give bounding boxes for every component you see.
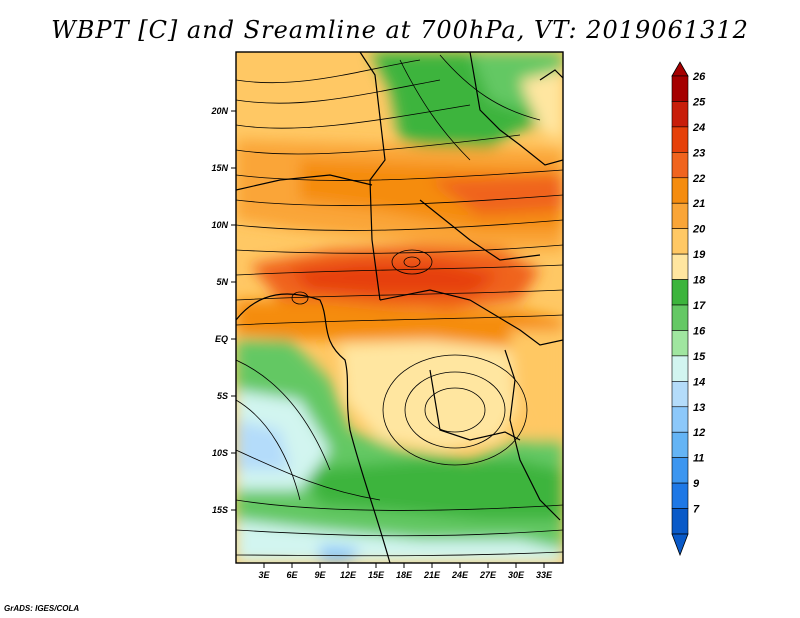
lat-label: 15S	[212, 505, 228, 515]
colorbar-label: 16	[693, 325, 706, 337]
colorbar-cell	[671, 177, 689, 204]
colorbar-label: 7	[693, 504, 700, 516]
lat-label: 10S	[212, 448, 228, 458]
colorbar-cell	[671, 330, 689, 357]
lat-label: 5S	[217, 391, 228, 401]
colorbar-cell	[671, 152, 689, 179]
colorbar-label: 17	[693, 300, 706, 312]
colorbar: 26 25 24 23 22 21 20 19 18 17 16 15 14 13 12 11 9 7	[671, 61, 706, 557]
lon-label: 6E	[286, 570, 298, 580]
colorbar-bottom-arrow	[671, 533, 689, 557]
lon-label: 9E	[314, 570, 326, 580]
lon-label: 24E	[451, 570, 469, 580]
colorbar-label: 22	[692, 173, 705, 185]
colorbar-label: 12	[693, 427, 705, 439]
colorbar-label: 25	[692, 96, 706, 108]
colorbar-label: 18	[693, 275, 706, 287]
colorbar-label: 11	[693, 453, 704, 465]
colorbar-cell	[671, 126, 689, 153]
colorbar-label: 19	[693, 249, 706, 261]
colorbar-top-arrow	[671, 61, 689, 77]
colorbar-label: 21	[692, 198, 705, 210]
lon-label: 3E	[258, 570, 270, 580]
streamlines	[236, 54, 563, 557]
colorbar-label: 15	[693, 351, 706, 363]
colorbar-label: 13	[693, 402, 705, 414]
lon-label: 12E	[340, 570, 357, 580]
colorbar-cell	[671, 75, 689, 102]
lat-label: 20N	[210, 106, 228, 116]
lat-label: 10N	[211, 220, 228, 230]
lon-label: 27E	[479, 570, 497, 580]
colorbar-label: 24	[692, 122, 705, 134]
colorbar-cell	[671, 228, 689, 255]
lon-label: 21E	[423, 570, 441, 580]
lat-label: 5N	[216, 277, 228, 287]
lon-label: 15E	[368, 570, 385, 580]
colorbar-cell	[671, 457, 689, 484]
colorbar-cell	[671, 406, 689, 433]
colorbar-cell	[671, 355, 689, 382]
colorbar-cell	[671, 279, 689, 306]
lon-label: 18E	[396, 570, 413, 580]
lat-label: 15N	[211, 163, 228, 173]
colorbar-cell	[671, 202, 689, 229]
lon-label: 30E	[508, 570, 525, 580]
colorbar-label: 20	[692, 224, 706, 236]
colorbar-label: 26	[692, 71, 706, 83]
colorbar-label: 14	[693, 376, 705, 388]
lat-label: EQ	[215, 334, 228, 344]
chart-title: WBPT [C] and Sreamline at 700hPa, VT: 20…	[51, 16, 749, 44]
colorbar-cell	[671, 381, 689, 408]
colorbar-cell	[671, 253, 689, 280]
colorbar-label: 23	[692, 147, 705, 159]
footer-credit: GrADS: IGES/COLA	[4, 604, 80, 613]
colorbar-cell	[671, 508, 689, 535]
lat-labels: 20N 15N 10N 5N EQ 5S 10S 15S	[210, 106, 228, 515]
lon-labels: 3E 6E 9E 12E 15E 18E 21E 24E 27E 30E 33E	[258, 570, 553, 580]
colorbar-cell	[671, 304, 689, 331]
colorbar-cell	[671, 101, 689, 128]
wbpt-field	[236, 52, 563, 563]
boundaries	[236, 52, 563, 563]
map-frame	[235, 51, 564, 564]
colorbar-label: 9	[693, 478, 700, 490]
axis-ticks	[231, 110, 545, 568]
lon-label: 33E	[536, 570, 553, 580]
colorbar-cell	[671, 482, 689, 509]
colorbar-cell	[671, 431, 689, 458]
